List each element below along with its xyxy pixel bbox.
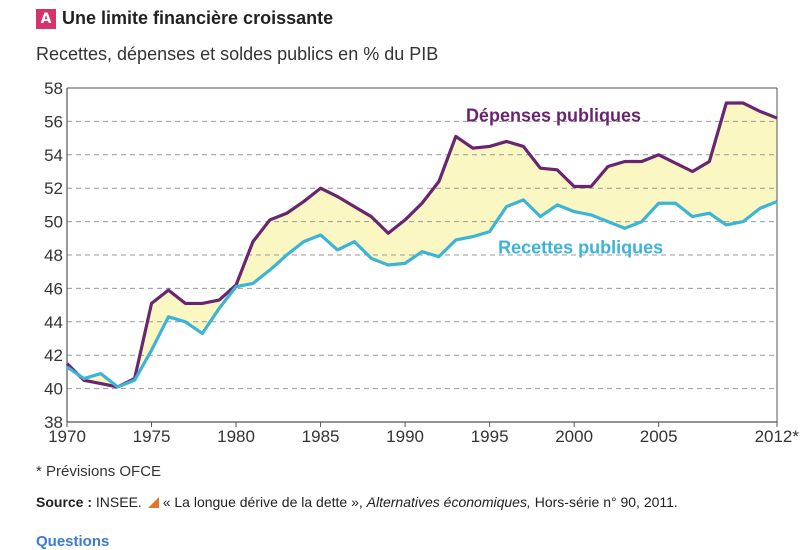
figure-title: Une limite financière croissante: [62, 8, 334, 28]
recettes-line: [66, 198, 778, 389]
line-chart: 38 40 42 44 46 48 50 52 54 56 58 1970 1975 1980 1985 19…: [44, 79, 800, 446]
y-tick-label: 56: [44, 112, 63, 131]
x-tick-label: 2000: [555, 427, 593, 446]
x-tick-label: 1975: [133, 427, 171, 446]
source-org: INSEE.: [95, 494, 142, 510]
source-line: Source : INSEE. « La longue dérive de la…: [36, 494, 678, 510]
x-tick-label: 2005: [640, 427, 678, 446]
y-tick-label: 54: [44, 146, 63, 165]
source-rest: Hors-série n° 90, 2011.: [534, 494, 678, 510]
y-tick-label: 40: [44, 380, 63, 399]
x-tick-label: 1980: [217, 427, 255, 446]
y-tick-label: 48: [44, 246, 63, 265]
source-label: Source :: [36, 494, 93, 510]
questions-heading: Questions: [36, 533, 110, 550]
figure-heading: A Une limite financière croissante: [36, 8, 333, 29]
triangle-icon: [147, 497, 159, 508]
x-tick-label: 1985: [302, 427, 340, 446]
x-tick-label: 1990: [386, 427, 424, 446]
y-tick-label: 46: [44, 279, 63, 298]
y-tick-label: 52: [44, 179, 63, 198]
x-tick-label: 2012*: [755, 427, 800, 446]
depenses-line: [65, 101, 778, 389]
y-tick-label: 42: [44, 346, 63, 365]
y-tick-label: 50: [44, 213, 63, 232]
y-tick-label: 38: [44, 413, 63, 432]
area-between-series: [67, 103, 777, 387]
x-tick-label: 1970: [48, 427, 86, 446]
figure-badge: A: [36, 8, 56, 29]
y-tick-label: 58: [44, 79, 63, 98]
depenses-label: Dépenses publiques: [466, 105, 641, 125]
recettes-label: Recettes publiques: [498, 237, 663, 257]
footnote: * Prévisions OFCE: [36, 463, 162, 480]
y-tick-label: 44: [44, 313, 63, 332]
x-tick-label: 1995: [471, 427, 509, 446]
source-journal: Alternatives économiques,: [366, 494, 531, 510]
source-quote: « La longue dérive de la dette »,: [162, 494, 363, 510]
chart-subtitle: Recettes, dépenses et soldes publics en …: [36, 44, 439, 64]
